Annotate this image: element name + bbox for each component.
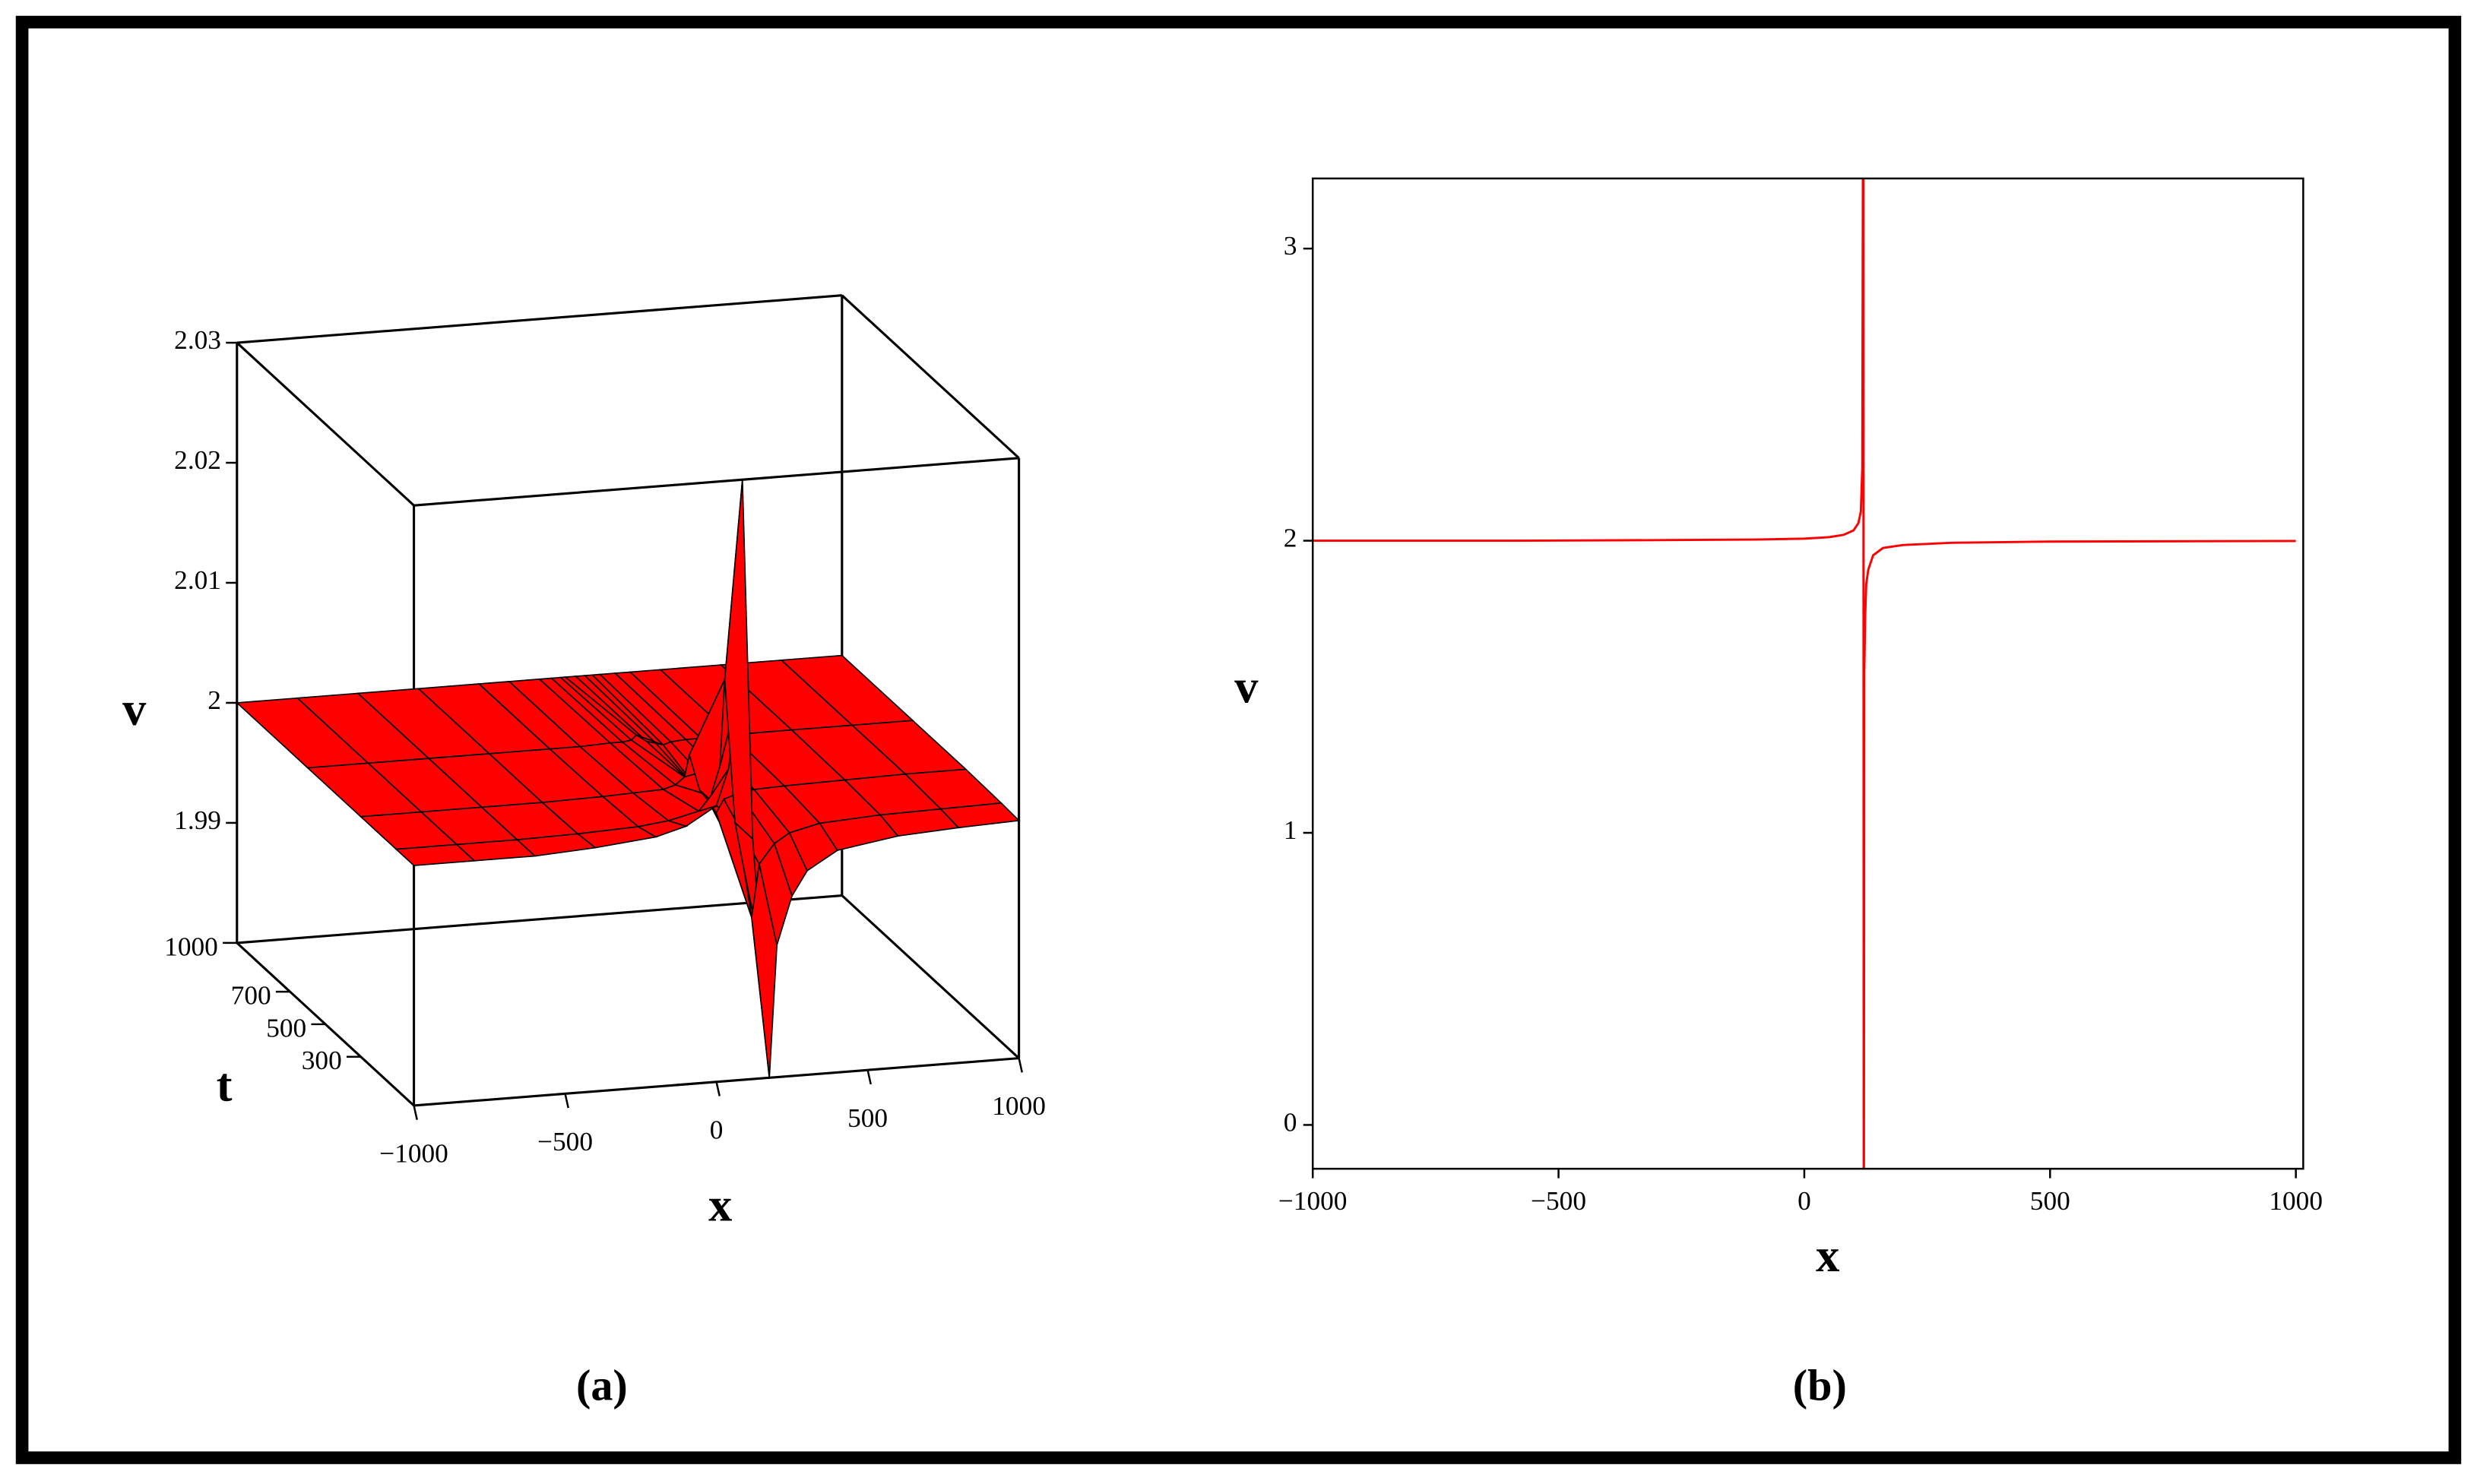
t-tick-label: 1000 [164,932,218,961]
caption: (a) [576,1360,628,1410]
plot-frame [1311,177,2304,1170]
box-edge [841,894,1020,1059]
x-tick-label: 500 [847,1103,888,1133]
x-tick [866,1069,872,1085]
y-tick-label: 0 [1284,1108,1297,1138]
x-tick-label: 0 [710,1115,724,1144]
x-tick-label: 1000 [992,1091,1046,1121]
panel-b: 0 1 2 3 −1000 −500 0 500 1000 [1278,177,2323,1216]
x-tick-label: −1000 [379,1139,448,1169]
x-tick-label: 0 [1798,1186,1811,1216]
caption: (b) [1793,1360,1847,1410]
x-axis-label: x [1816,1229,1839,1282]
t-tick-label: 500 [266,1013,306,1043]
x-tick [564,1093,569,1109]
box-edge [236,894,842,945]
x-tick-label: −500 [1531,1186,1586,1216]
t-tick-label: 300 [302,1046,342,1075]
y-axis-label: v [1234,661,1259,714]
x-tick [413,1105,418,1120]
z-tick-label: 2.03 [174,325,221,355]
data-line [1313,178,2296,1169]
x-tick-label: 500 [2030,1186,2070,1216]
box-edge [841,294,1020,459]
surface-patch [939,802,1021,829]
x-tick-label: −1000 [1278,1186,1348,1216]
y-tick-label: 2 [1284,524,1297,553]
y-tick-label: 3 [1284,231,1297,261]
y-tick-label: 1 [1284,815,1297,845]
box-edge [413,457,1019,507]
x-tick-label: 1000 [2269,1186,2323,1216]
z-tick-label: 2 [207,685,221,715]
z-tick-label: 2.01 [174,565,221,595]
z-axis-label: v [122,683,147,736]
frame [15,15,2462,1464]
x-axis-label: x [708,1179,732,1231]
t-tick-label: 700 [231,981,271,1011]
box-edge [236,294,842,344]
x-tick-label: −500 [537,1127,593,1157]
z-tick-label: 2.02 [174,445,221,475]
panel-a: −1000 −500 0 500 100030050070010001.9922.012… [164,294,1046,1169]
x-tick [715,1081,721,1096]
t-axis-label: t [217,1059,233,1112]
x-tick [1018,1058,1023,1073]
z-tick-label: 1.99 [174,805,221,835]
box-edge [236,341,415,507]
